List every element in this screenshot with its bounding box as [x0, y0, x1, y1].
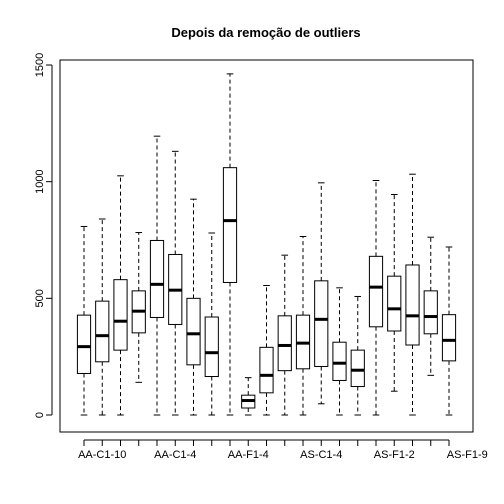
chart-title: Depois da remoção de outliers	[171, 25, 360, 40]
x-tick-label-as-f1-2: AS-F1-2	[374, 449, 415, 461]
box-10	[241, 377, 256, 416]
y-tick-label-500: 500	[34, 289, 46, 307]
iqr-box-14	[314, 280, 329, 367]
box-7	[186, 198, 201, 416]
x-axis: AA-C1-10 AA-C1-4 AA-F1-4 AS-C1-4 AS-F1-2 AS-F…	[78, 439, 488, 461]
iqr-box-3	[113, 279, 128, 351]
iqr-box-1	[76, 314, 92, 374]
box-6	[168, 150, 183, 416]
box-20	[423, 236, 438, 376]
iqr-box-15	[332, 341, 347, 381]
x-tick-label-aa-f1-4: AA-F1-4	[228, 449, 269, 461]
box-3	[113, 175, 128, 416]
iqr-box-21	[441, 314, 457, 362]
box-16	[350, 295, 365, 416]
iqr-box-18	[387, 275, 402, 332]
box-2	[95, 218, 110, 416]
y-tick-label-1000: 1000	[34, 169, 46, 193]
y-axis: 0 500 1000 1500	[34, 53, 53, 418]
iqr-box-9	[222, 167, 238, 283]
box-13	[295, 236, 311, 416]
box-15	[332, 287, 347, 416]
box-11	[259, 285, 274, 416]
box-14	[314, 182, 329, 405]
box-12	[277, 254, 292, 416]
iqr-box-7	[186, 297, 201, 366]
y-tick-label-0: 0	[34, 412, 46, 418]
x-tick-label-aa-c1-4: AA-C1-4	[154, 449, 196, 461]
box-4	[131, 232, 146, 383]
box-17	[368, 180, 384, 416]
iqr-box-12	[277, 315, 292, 372]
iqr-box-19	[405, 264, 420, 346]
box-9	[222, 73, 238, 416]
box-5	[149, 135, 165, 416]
plot-frame	[59, 59, 474, 433]
iqr-box-8	[204, 316, 219, 377]
iqr-box-5	[149, 239, 165, 318]
iqr-box-17	[368, 255, 384, 328]
iqr-box-11	[259, 346, 274, 394]
box-18	[387, 194, 402, 392]
iqr-box-20	[423, 290, 438, 335]
iqr-box-16	[350, 349, 365, 388]
x-tick-label-as-c1-4: AS-C1-4	[300, 449, 342, 461]
box-1	[76, 225, 92, 416]
y-tick-label-1500: 1500	[34, 53, 46, 77]
iqr-box-2	[95, 300, 110, 363]
x-tick-label-as-f1-9: AS-F1-9	[447, 449, 488, 461]
box-21	[441, 246, 457, 416]
box-19	[405, 173, 420, 416]
x-tick-label-aa-c1-10: AA-C1-10	[78, 449, 126, 461]
box-8	[204, 232, 219, 416]
boxes-layer	[76, 73, 457, 416]
